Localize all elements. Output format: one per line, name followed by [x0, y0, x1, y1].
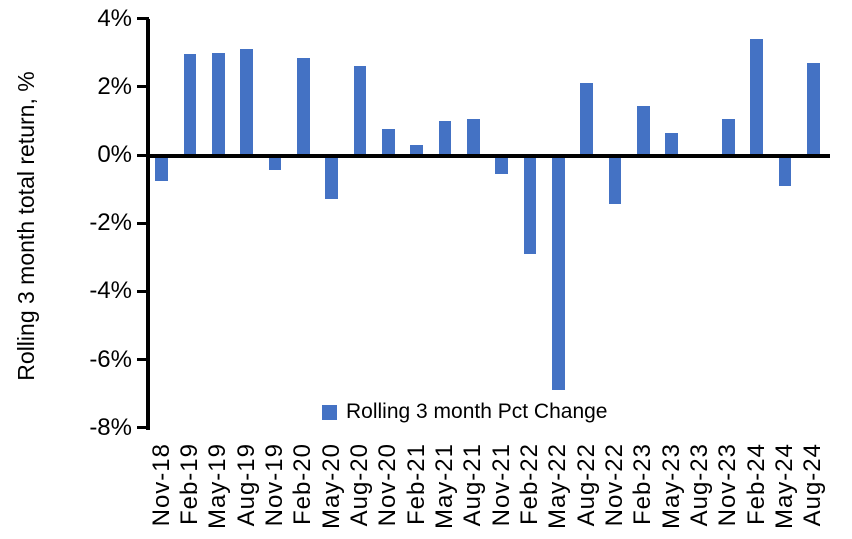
bar-nov-18 [155, 155, 168, 181]
y-axis-tick-label: -4% [89, 277, 132, 305]
y-axis-tick-label: 0% [97, 141, 132, 168]
y-axis-tick-mark [137, 358, 149, 362]
x-axis-label: Aug-23 [685, 443, 713, 527]
x-axis-label: Aug-24 [799, 443, 827, 527]
bar-aug-21 [467, 119, 480, 155]
x-axis-label: Aug-21 [459, 443, 487, 527]
bar-feb-23 [637, 105, 650, 155]
x-axis-label: Feb-20 [289, 443, 317, 526]
y-axis-tick-label: -6% [89, 345, 132, 373]
bar-may-20 [325, 155, 338, 200]
bar-nov-21 [495, 155, 508, 174]
x-axis-label: Aug-22 [572, 443, 600, 527]
x-axis-label: Feb-22 [515, 443, 543, 526]
x-axis-label: Nov-23 [714, 443, 742, 527]
bar-feb-19 [183, 54, 197, 155]
x-axis-label: May-24 [770, 443, 798, 530]
bar-nov-19 [268, 155, 282, 171]
x-axis-label: Feb-23 [629, 443, 657, 526]
bar-may-23 [665, 132, 678, 155]
y-axis-tick-label: 4% [97, 4, 132, 32]
x-axis-label: May-20 [317, 443, 345, 530]
x-axis-label: Feb-21 [402, 443, 430, 526]
bar-aug-24 [807, 62, 820, 155]
x-axis-label: Nov-20 [374, 443, 402, 527]
y-axis-tick-label: -8% [89, 413, 132, 441]
bar-may-22 [552, 155, 565, 391]
bar-nov-23 [722, 119, 735, 155]
bar-aug-20 [353, 66, 367, 155]
x-axis-label: May-23 [657, 443, 685, 530]
x-axis-label: Aug-20 [345, 443, 373, 527]
x-axis-label: Nov-21 [487, 443, 515, 527]
y-axis-tick-mark [137, 85, 149, 89]
bar-may-19 [212, 52, 225, 155]
x-axis-label: Nov-19 [260, 443, 288, 527]
y-axis-tick-label: -2% [89, 209, 132, 237]
legend-label: Rolling 3 month Pct Change [346, 400, 608, 423]
x-axis-zero-line [146, 153, 830, 158]
x-axis-label: May-19 [204, 443, 232, 530]
legend-color-swatch [322, 404, 337, 420]
y-axis-tick-label: 2% [97, 72, 132, 100]
bar-feb-24 [750, 39, 763, 155]
bar-aug-19 [240, 49, 253, 155]
y-axis-tick-mark [137, 17, 149, 21]
bar-nov-22 [608, 155, 622, 205]
bar-feb-21 [410, 144, 423, 155]
bar-feb-22 [523, 155, 537, 254]
x-axis-label: May-22 [544, 443, 572, 530]
x-axis-label: Feb-24 [742, 443, 770, 526]
x-axis-label: Aug-19 [232, 443, 260, 527]
legend: Rolling 3 month Pct Change [322, 400, 608, 424]
y-axis-tick-mark [137, 289, 149, 293]
x-axis-label: May-21 [430, 443, 458, 530]
x-axis-label: Nov-22 [600, 443, 628, 527]
bar-aug-22 [580, 83, 593, 155]
x-axis-label: Nov-18 [147, 443, 175, 527]
y-axis-tick-mark [137, 426, 149, 430]
bar-feb-20 [297, 57, 310, 155]
bar-may-21 [438, 120, 452, 155]
bar-may-24 [778, 155, 792, 186]
y-axis-tick-mark [137, 153, 149, 157]
x-axis-label: Feb-19 [175, 443, 203, 526]
y-axis-tick-mark [137, 221, 149, 225]
bar-nov-20 [382, 129, 395, 155]
